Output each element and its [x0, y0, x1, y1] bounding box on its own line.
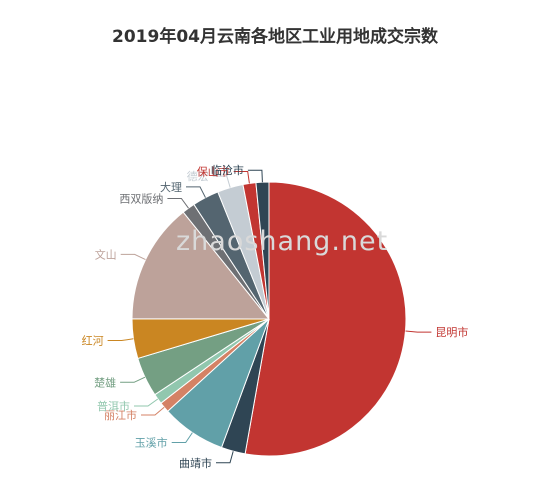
slice-label-11: 保山市 — [197, 165, 230, 179]
slice-label-12: 临沧市 — [211, 163, 244, 177]
slice-label-6: 红河 — [82, 335, 104, 348]
slice-label-8: 西双版纳 — [119, 192, 163, 206]
slice-label-10: 德宏 — [187, 169, 209, 183]
slice-label-1: 曲靖市 — [179, 456, 212, 470]
leader-line-5 — [120, 376, 146, 383]
leader-line-8 — [167, 198, 189, 209]
leader-line-2 — [171, 432, 193, 443]
slice-label-7: 文山 — [95, 247, 117, 261]
leader-line-7 — [120, 253, 146, 261]
leader-line-6 — [107, 338, 134, 341]
slice-label-5: 楚雄 — [94, 375, 116, 389]
leader-line-4 — [134, 398, 159, 407]
slice-label-4: 普洱市 — [97, 399, 130, 413]
watermark: zhaoshang.net — [176, 226, 389, 257]
pie-slice-0[interactable] — [244, 181, 407, 457]
leader-line-10 — [212, 175, 231, 188]
slice-label-2: 玉溪市 — [135, 436, 168, 450]
leader-line-3 — [141, 406, 165, 416]
leader-line-12 — [247, 169, 263, 183]
leader-line-1 — [216, 451, 234, 464]
leader-line-0 — [405, 330, 432, 333]
slice-label-9: 大理 — [160, 180, 182, 194]
leader-line-11 — [233, 171, 250, 184]
slice-label-0: 昆明市 — [435, 325, 468, 339]
chart-title: 2019年04月云南各地区工业用地成交宗数 — [112, 27, 438, 47]
slice-label-3: 丽江市 — [104, 408, 137, 422]
pie-slice-7[interactable] — [131, 211, 271, 320]
leader-line-9 — [186, 186, 206, 198]
